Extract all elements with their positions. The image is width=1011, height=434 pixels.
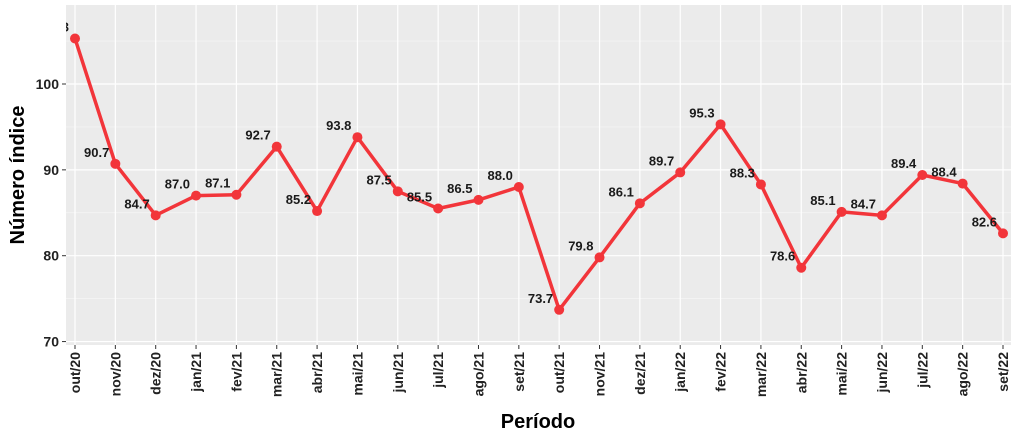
point <box>231 189 242 200</box>
point <box>352 132 363 143</box>
x-tick-label: nov/20 <box>107 352 123 397</box>
axes: 70 80 90 100 out/20 nov/20 dez/20 jan/21 fev/21 m… <box>36 76 1011 397</box>
point <box>876 210 887 221</box>
value-label: 79.8 <box>568 238 593 253</box>
point <box>796 262 807 273</box>
point <box>191 190 202 201</box>
x-tick-label: jan/21 <box>188 352 204 393</box>
value-label: 89.4 <box>891 156 917 171</box>
x-tick-label: dez/21 <box>632 352 648 395</box>
x-tick-label: set/21 <box>511 352 527 392</box>
panel <box>66 5 1011 345</box>
y-tick-label: 70 <box>43 334 59 350</box>
value-label: 87.0 <box>165 177 190 192</box>
point <box>433 203 444 214</box>
point <box>150 210 161 221</box>
x-tick-label: dez/20 <box>148 352 164 395</box>
value-label: 90.7 <box>84 145 109 160</box>
value-label: 89.7 <box>649 153 674 168</box>
point <box>392 186 403 197</box>
value-label: 95.3 <box>689 105 714 120</box>
point <box>675 167 686 178</box>
x-tick-label: mai/21 <box>349 352 365 396</box>
point <box>554 304 565 315</box>
x-tick-label: fev/21 <box>228 352 244 392</box>
x-tick-label: ago/22 <box>955 352 971 397</box>
x-tick-label: out/20 <box>67 352 83 393</box>
x-tick-label: mar/22 <box>753 352 769 397</box>
x-tick-label: jul/22 <box>914 352 930 389</box>
point <box>312 206 323 217</box>
point <box>271 141 282 152</box>
y-tick-label: 90 <box>43 162 59 178</box>
point <box>998 228 1008 239</box>
series-line <box>73 37 1005 312</box>
x-tick-label: set/22 <box>995 352 1011 392</box>
x-tick-label: abr/22 <box>793 352 809 393</box>
value-label: 92.7 <box>245 128 270 143</box>
value-label: 88.3 <box>730 165 755 180</box>
grid <box>66 5 1011 345</box>
x-tick-label: jul/21 <box>430 352 446 389</box>
value-label: 88.0 <box>488 168 513 183</box>
value-label: 78.6 <box>770 249 795 264</box>
point <box>594 252 605 263</box>
x-tick-label: fev/22 <box>713 352 729 392</box>
value-label: 85.1 <box>810 193 835 208</box>
value-label: 93.8 <box>326 118 351 133</box>
value-label: 88.4 <box>931 165 957 180</box>
x-tick-label: mai/22 <box>834 352 850 396</box>
point <box>957 178 968 189</box>
value-label: 86.5 <box>447 181 472 196</box>
point <box>715 119 726 130</box>
value-label: 85.2 <box>286 192 311 207</box>
x-tick-label: nov/21 <box>592 352 608 397</box>
x-tick-label: abr/21 <box>309 352 325 393</box>
point <box>836 206 847 217</box>
point <box>755 179 766 190</box>
x-tick-label: jun/21 <box>390 352 406 394</box>
point <box>634 198 645 209</box>
x-tick-label: jun/22 <box>874 352 890 394</box>
y-tick-label: 100 <box>36 76 60 92</box>
x-tick-label: jan/22 <box>672 352 688 393</box>
point <box>917 170 928 180</box>
value-label: 105.3 <box>36 19 69 34</box>
x-tick-label: ago/21 <box>470 352 486 397</box>
value-label: 85.5 <box>407 189 432 204</box>
point <box>473 194 484 205</box>
y-tick-label: 80 <box>43 248 59 264</box>
x-tick-label: mar/21 <box>269 352 285 397</box>
value-label: 87.5 <box>366 172 391 187</box>
x-tick-label: out/21 <box>551 352 567 393</box>
plot-area: 105.3 90.7 84.7 87.0 87.1 92.7 85.2 93.8 87.5 85.… <box>36 19 1008 315</box>
value-label: 84.7 <box>851 196 876 211</box>
point <box>110 158 121 169</box>
value-label: 84.7 <box>124 196 149 211</box>
point <box>70 33 80 44</box>
value-label: 82.6 <box>972 214 997 229</box>
value-label: 87.1 <box>205 176 230 191</box>
value-label: 86.1 <box>609 184 634 199</box>
x-axis-title: Período <box>501 411 575 433</box>
y-axis-title: Número índice <box>7 106 29 245</box>
point <box>513 182 524 193</box>
value-label: 73.7 <box>528 291 553 306</box>
